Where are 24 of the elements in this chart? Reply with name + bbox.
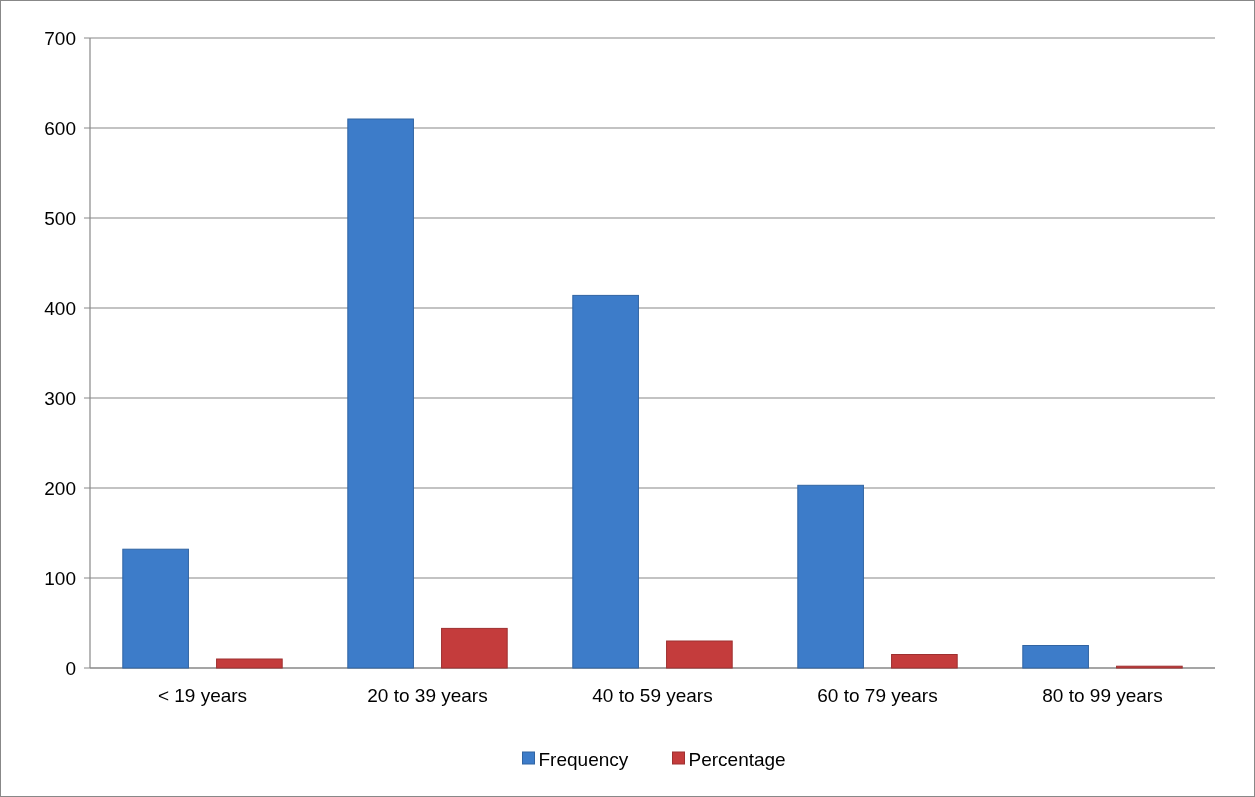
x-tick-label: 40 to 59 years [592,685,713,706]
x-tick-label: < 19 years [157,685,248,706]
bar [216,658,283,669]
legend-label: Percentage [688,748,786,770]
legend-label: Frequency [538,748,629,770]
x-tick-label: 80 to 99 years [1042,685,1163,706]
y-tick-label: 0 [65,657,76,679]
bar [122,548,189,669]
bar [441,627,508,669]
y-tick-label: 400 [44,297,76,319]
bar [572,294,639,669]
bar [797,484,864,669]
bar [891,654,958,669]
bar [666,640,733,669]
y-tick-label: 200 [44,477,76,499]
y-tick-label: 600 [44,117,76,139]
x-tick-label: 20 to 39 years [367,685,488,706]
bar [347,118,414,669]
x-tick-label: 60 to 79 years [817,685,938,706]
y-tick-label: 100 [44,567,76,589]
y-tick-label: 300 [44,387,76,409]
bar [1022,645,1089,669]
y-tick-label: 700 [44,27,76,49]
y-tick-label: 500 [44,207,76,229]
